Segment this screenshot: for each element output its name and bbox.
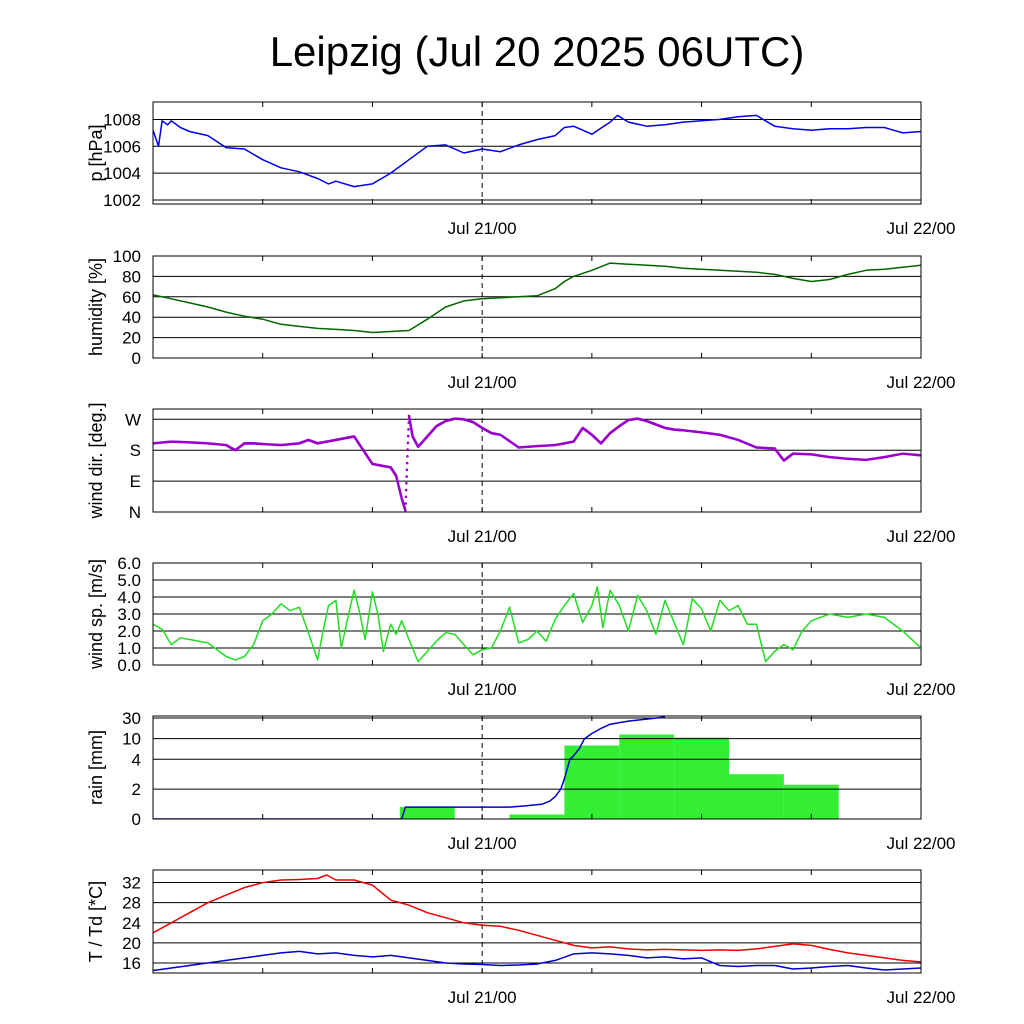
series-line-0 <box>153 586 921 663</box>
x-tick-label: Jul 22/00 <box>887 219 956 238</box>
rain-bar-5 <box>729 774 784 819</box>
x-tick-label: Jul 21/00 <box>448 527 517 546</box>
y-tick-label: S <box>130 441 141 460</box>
x-tick-label: Jul 22/00 <box>887 527 956 546</box>
y-tick-label: 10 <box>122 730 141 749</box>
series-line-0 <box>153 716 666 819</box>
y-tick-label: 60 <box>122 288 141 307</box>
x-tick-label: Jul 21/00 <box>448 373 517 392</box>
y-tick-label: 1006 <box>103 137 141 156</box>
y-axis-label: wind sp. [m/s] <box>86 559 106 670</box>
wind-dir-point <box>405 475 408 478</box>
plot-frame <box>152 255 922 359</box>
plot-frame <box>152 562 922 666</box>
y-tick-label: 1002 <box>103 191 141 210</box>
y-tick-label: 2.0 <box>117 622 141 641</box>
wind-dir-point <box>404 508 407 512</box>
series-line-0 <box>153 114 921 188</box>
wind-dir-point <box>405 468 409 472</box>
x-tick-label: Jul 21/00 <box>448 219 517 238</box>
x-tick-label: Jul 21/00 <box>448 680 517 699</box>
wind-dir-point <box>407 428 410 431</box>
y-axis-label: rain [mm] <box>86 730 106 805</box>
wind-dir-point <box>406 441 410 445</box>
series-group <box>153 114 921 188</box>
rain-bar-4 <box>674 737 729 819</box>
x-tick-label: Jul 22/00 <box>887 373 956 392</box>
y-tick-label: 28 <box>122 894 141 913</box>
y-tick-label: 0 <box>132 349 141 368</box>
y-tick-label: 2 <box>132 780 141 799</box>
y-tick-label: 6.0 <box>117 554 141 573</box>
series-group <box>153 586 921 663</box>
series-line-1 <box>153 950 921 972</box>
wind-dir-point <box>404 502 407 505</box>
rain-bar-0 <box>399 807 455 819</box>
y-tick-label: 1.0 <box>117 639 141 658</box>
plot-frame <box>152 869 922 974</box>
y-tick-label: 3.0 <box>117 605 141 624</box>
series-line-0 <box>153 262 921 334</box>
wind-dir-point <box>406 434 410 438</box>
rain-bar-1 <box>509 814 565 819</box>
y-tick-label: 100 <box>113 247 141 266</box>
y-axis-label: wind dir. [deg.] <box>86 402 106 519</box>
y-axis-label: p [hPa] <box>86 124 106 181</box>
wind-dir-point <box>405 482 408 485</box>
y-tick-label: 20 <box>122 329 141 348</box>
wind-dir-point <box>404 488 408 492</box>
y-tick-label: W <box>125 410 141 429</box>
y-axis-label: humidity [%] <box>86 258 106 356</box>
x-tick-label: Jul 22/00 <box>887 680 956 699</box>
x-tick-label: Jul 22/00 <box>887 988 956 1007</box>
rain-bar-2 <box>564 745 620 819</box>
series-group <box>153 716 666 819</box>
y-tick-label: 30 <box>122 709 141 728</box>
y-tick-label: 16 <box>122 954 141 973</box>
wind-dir-point <box>406 455 409 458</box>
y-tick-label: 24 <box>122 914 141 933</box>
y-axis-label: T / Td [*C] <box>86 881 106 962</box>
y-tick-label: 40 <box>122 308 141 327</box>
x-tick-label: Jul 22/00 <box>887 834 956 853</box>
y-tick-label: 20 <box>122 934 141 953</box>
plot-frame <box>152 408 922 513</box>
rain-bar-3 <box>619 734 675 819</box>
wind-dir-point <box>404 495 408 499</box>
x-tick-label: Jul 21/00 <box>448 834 517 853</box>
rain-bar-6 <box>783 784 839 819</box>
y-tick-label: 5.0 <box>117 571 141 590</box>
y-tick-label: 1008 <box>103 110 141 129</box>
plot-frame <box>152 101 922 205</box>
panel-rain: 0 2 410 30 rain [mm] Jul 21/00 Jul 22/00 <box>86 709 956 853</box>
y-tick-label: 0 <box>132 810 141 829</box>
rain-bars <box>399 734 839 819</box>
series-group <box>153 874 921 972</box>
y-tick-label: N <box>129 503 141 522</box>
x-tick-label: Jul 21/00 <box>448 988 517 1007</box>
series-group <box>153 262 921 334</box>
y-tick-label: 4.0 <box>117 588 141 607</box>
y-tick-label: 80 <box>122 267 141 286</box>
y-tick-label: 32 <box>122 874 141 893</box>
series-group <box>153 414 921 512</box>
plot-frame <box>152 715 922 820</box>
y-tick-label: 0.0 <box>117 656 141 675</box>
y-tick-label: 4 <box>132 750 141 769</box>
chart-title: Leipzig (Jul 20 2025 06UTC) <box>270 28 805 75</box>
y-tick-label: 1004 <box>103 164 141 183</box>
panel-wind_speed: 0.01.02.03.04.05.06.0 wind sp. [m/s] Jul 2… <box>86 554 956 699</box>
y-tick-label: E <box>130 472 141 491</box>
wind-dir-point <box>405 461 409 465</box>
series-line-0 <box>153 874 921 963</box>
wind-dir-point <box>406 448 409 451</box>
